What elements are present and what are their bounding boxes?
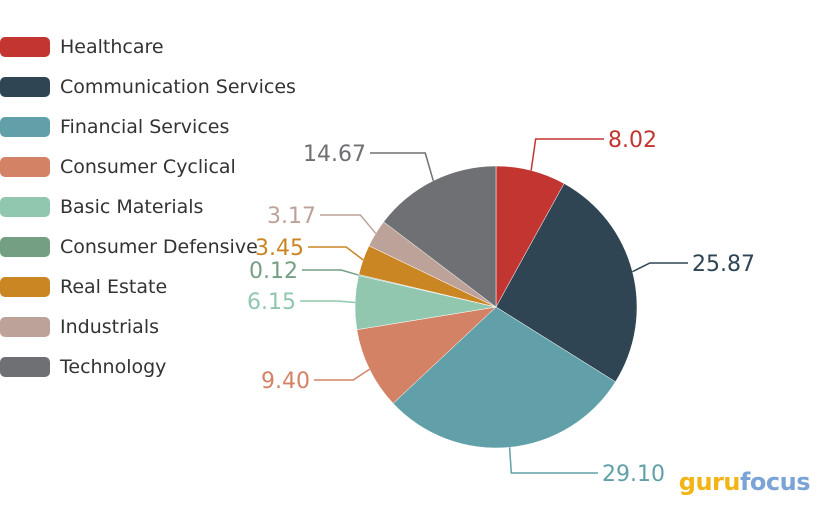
legend-label: Technology: [60, 356, 167, 378]
legend-item-financial-services[interactable]: Financial Services: [0, 107, 296, 147]
legend-swatch: [0, 77, 50, 97]
legend-swatch: [0, 317, 50, 337]
legend-label: Industrials: [60, 316, 160, 338]
legend: Healthcare Communication Services Financ…: [0, 27, 296, 387]
leader-line: [508, 447, 598, 474]
leader-line: [314, 368, 370, 381]
data-label: 25.87: [692, 252, 755, 277]
legend-swatch: [0, 237, 50, 257]
pie-slice-financial-services[interactable]: [392, 306, 616, 449]
legend-label: Real Estate: [60, 276, 168, 298]
data-label: 29.10: [602, 462, 665, 487]
legend-label: Basic Materials: [60, 196, 204, 218]
data-label: 6.15: [247, 290, 296, 315]
legend-label: Communication Services: [60, 76, 296, 98]
legend-item-basic-materials[interactable]: Basic Materials: [0, 187, 296, 227]
pie-slice-technology[interactable]: [383, 165, 497, 308]
leader-line: [300, 300, 356, 304]
legend-swatch: [0, 197, 50, 217]
legend-swatch: [0, 357, 50, 377]
legend-item-consumer-cyclical[interactable]: Consumer Cyclical: [0, 147, 296, 187]
legend-item-healthcare[interactable]: Healthcare: [0, 27, 296, 67]
leader-line: [530, 138, 604, 171]
legend-label: Healthcare: [60, 36, 164, 58]
data-label: 0.12: [249, 259, 298, 284]
legend-item-communication-services[interactable]: Communication Services: [0, 67, 296, 107]
legend-swatch: [0, 157, 50, 177]
data-label: 9.40: [261, 369, 310, 394]
leader-line: [302, 269, 359, 276]
legend-swatch: [0, 117, 50, 137]
legend-label: Consumer Cyclical: [60, 156, 236, 178]
data-label: 14.67: [303, 142, 366, 167]
gurufocus-logo: gurufocus: [678, 468, 811, 496]
legend-item-consumer-defensive[interactable]: Consumer Defensive: [0, 227, 296, 267]
legend-label: Financial Services: [60, 116, 230, 138]
leader-line: [308, 246, 364, 261]
legend-item-technology[interactable]: Technology: [0, 347, 296, 387]
legend-item-industrials[interactable]: Industrials: [0, 307, 296, 347]
pie-slice-consumer-cyclical[interactable]: [356, 306, 497, 404]
leader-line: [370, 152, 434, 181]
legend-swatch: [0, 277, 50, 297]
leader-line: [632, 262, 688, 273]
data-label: 8.02: [608, 128, 657, 153]
legend-item-real-estate[interactable]: Real Estate: [0, 267, 296, 307]
data-label: 3.45: [255, 236, 304, 261]
legend-swatch: [0, 37, 50, 57]
leader-line: [320, 214, 377, 234]
data-label: 3.17: [267, 204, 316, 229]
legend-label: Consumer Defensive: [60, 236, 258, 258]
